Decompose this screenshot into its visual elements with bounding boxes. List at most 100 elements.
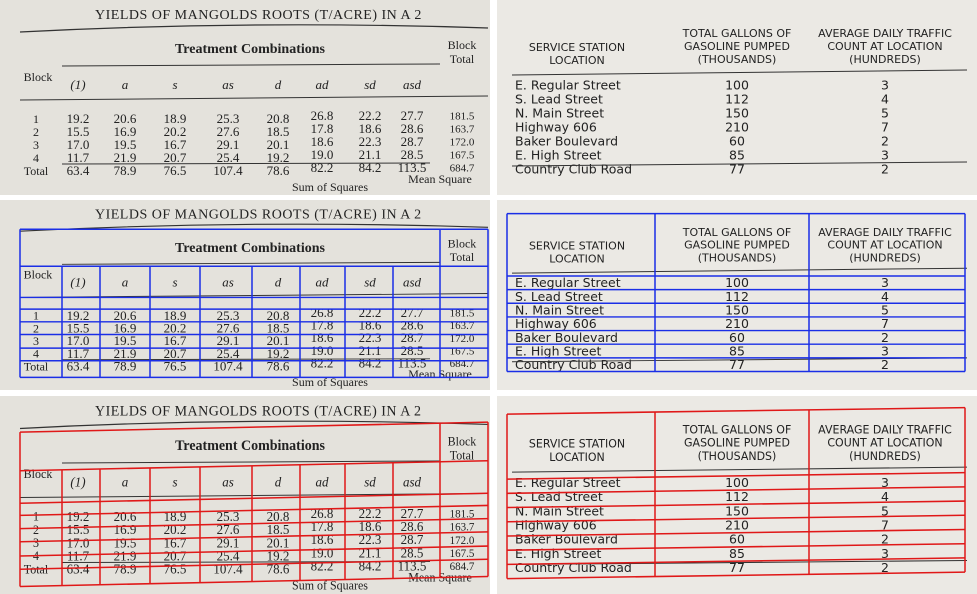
table-title: YIELDS OF MANGOLDS ROOTS (T/ACRE) IN A 2: [95, 8, 422, 23]
cell: 2: [881, 560, 889, 575]
cell: 60: [729, 134, 745, 149]
cell: 20.8: [267, 111, 290, 126]
grid-line: [20, 575, 488, 588]
cell: 210: [725, 517, 749, 532]
cell: 25.3: [217, 509, 240, 524]
grid-line: [20, 558, 488, 570]
column-header: AVERAGE DAILY TRAFFIC: [818, 27, 952, 40]
rule: [511, 466, 968, 473]
cell: 11.7: [67, 548, 90, 563]
cell: 77: [729, 358, 745, 372]
grid-line: [20, 421, 488, 433]
cell: 82.2: [311, 559, 334, 574]
cell: 4: [881, 92, 889, 107]
cell: 163.7: [450, 320, 475, 332]
column-header: ad: [316, 77, 330, 92]
cell: 85: [729, 345, 745, 359]
cell: 2: [881, 134, 889, 149]
cell: 25.4: [217, 347, 240, 361]
column-header: (HUNDREDS): [849, 450, 921, 463]
cell: 100: [725, 475, 749, 490]
cell: 28.5: [401, 545, 424, 560]
cell-overlay: [19, 421, 489, 588]
cell: 163.7: [450, 124, 475, 136]
cell: 63.4: [67, 163, 90, 178]
cell: 2: [881, 532, 889, 547]
cell: 78.6: [267, 360, 290, 374]
cell: 20.7: [164, 150, 187, 165]
cell: 167.5: [450, 548, 475, 560]
row-label: E. High Street: [515, 546, 601, 561]
cell: 107.4: [213, 163, 243, 178]
column-header: GASOLINE PUMPED: [684, 40, 790, 53]
total-header: Block: [448, 434, 478, 448]
cell: 85: [729, 148, 745, 163]
grid-line: [507, 500, 965, 509]
cell: 76.5: [164, 562, 187, 577]
cell: 20.7: [164, 347, 187, 361]
cell: 21.9: [114, 548, 137, 563]
cell: 18.9: [164, 111, 187, 126]
grid-line: [20, 517, 488, 530]
cell: 18.5: [267, 322, 290, 336]
cell: 22.2: [359, 506, 382, 521]
cell: 15.5: [67, 322, 90, 336]
cell: 76.5: [164, 163, 187, 178]
cell: 20.1: [267, 137, 290, 152]
total-header: Total: [450, 250, 475, 264]
row-label: Highway 606: [515, 120, 597, 135]
cell: 18.5: [267, 124, 290, 139]
column-header: (THOUSANDS): [698, 53, 777, 66]
rule: [61, 261, 441, 265]
cell: 20.6: [114, 111, 137, 126]
cell: 11.7: [67, 150, 90, 165]
cell: 78.9: [114, 562, 137, 577]
rule: [61, 63, 441, 67]
cell: 20.1: [267, 334, 290, 348]
footer-label: Sum of Squares: [292, 579, 368, 593]
column-header: a: [122, 77, 129, 92]
column-header: (HUNDREDS): [849, 252, 921, 265]
cell: 100: [725, 78, 749, 93]
row-label: S. Lead Street: [515, 92, 603, 107]
cell: 20.6: [114, 309, 137, 323]
cell: 2: [881, 331, 889, 345]
cell: 22.2: [359, 108, 382, 123]
cell: 3: [881, 148, 889, 163]
row-label: N. Main Street: [515, 304, 604, 318]
cell: 684.7: [450, 163, 475, 175]
grid-line: [507, 486, 965, 495]
group-header: Treatment Combinations: [175, 42, 326, 57]
cell: 167.5: [450, 346, 475, 358]
cell: 18.9: [164, 309, 187, 323]
column-header: COUNT AT LOCATION: [827, 239, 942, 252]
cell: 20.2: [164, 322, 187, 336]
column-header: GASOLINE PUMPED: [684, 437, 790, 450]
cell: 19.2: [267, 548, 290, 563]
cell: 19.2: [267, 150, 290, 165]
column-header: d: [275, 474, 282, 489]
cell: 77: [729, 560, 745, 575]
cell: 210: [725, 317, 749, 331]
row-label: N. Main Street: [515, 106, 604, 121]
cell: 15.5: [67, 522, 90, 537]
cell: 22.3: [359, 532, 382, 547]
column-header: SERVICE STATION: [529, 438, 625, 451]
column-header: (1): [70, 77, 85, 92]
column-header: LOCATION: [549, 451, 605, 464]
cell: 684.7: [450, 358, 475, 370]
cell: 4: [881, 489, 889, 504]
column-header: (HUNDREDS): [849, 53, 921, 66]
cell: 181.5: [450, 308, 475, 320]
cell: 17.0: [67, 535, 90, 550]
row-label: E. Regular Street: [515, 276, 621, 290]
cell: 76.5: [164, 360, 187, 374]
cell: 26.8: [311, 108, 334, 123]
cell: 181.5: [450, 111, 475, 123]
column-header: COUNT AT LOCATION: [827, 40, 942, 53]
row-label: Country Club Road: [515, 162, 632, 177]
cell: 29.1: [217, 535, 240, 550]
cell: 18.6: [359, 121, 382, 136]
